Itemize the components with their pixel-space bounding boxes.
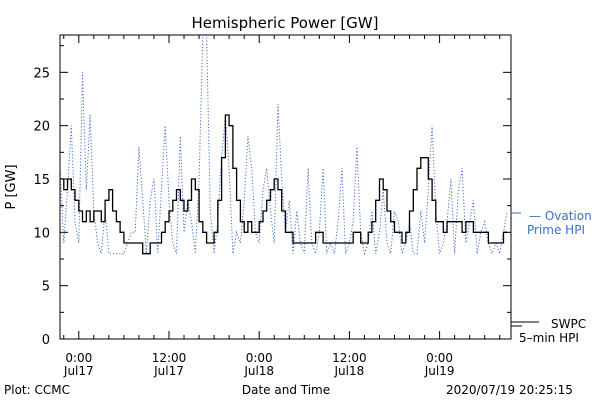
x-tick-label-date: Jul19 [424,364,455,378]
x-tick-label-time: 12:00 [332,351,367,365]
ovation-legend-label-1: — Ovation [529,209,592,223]
y-tick-label: 25 [33,66,50,81]
x-axis-label: Date and Time [242,383,330,397]
x-tick-label-time: 0:00 [246,351,273,365]
x-tick-label-date: Jul18 [334,364,365,378]
y-tick-label: 15 [33,173,50,188]
x-tick-label-date: Jul18 [243,364,274,378]
x-tick-label-date: Jul17 [63,364,94,378]
x-tick-label-time: 12:00 [152,351,187,365]
x-tick-label-time: 0:00 [65,351,92,365]
plot-frame [59,34,512,340]
plot-source: Plot: CCMC [4,383,70,397]
series-layer [59,34,508,256]
x-tick-label-time: 0:00 [426,351,453,365]
ovation-legend-label-2: Prime HPI [527,223,585,237]
ovation-series-line [59,34,508,256]
swpc-series-line [60,114,508,255]
y-tick-label: 5 [42,280,50,295]
swpc-legend-label-1: SWPC [551,317,586,331]
x-tick-label-date: Jul17 [153,364,184,378]
y-axis: 0 5 10 15 20 25 [33,45,511,348]
y-tick-label: 10 [33,226,50,241]
chart-title: Hemispheric Power [GW] [192,14,379,32]
x-axis: 0:00Jul1712:00Jul170:00Jul1812:00Jul180:… [63,35,501,378]
y-axis-label: P [GW] [4,164,19,209]
y-tick-label: 0 [42,333,50,348]
plot-timestamp: 2020/07/19 20:25:15 [446,383,573,397]
swpc-legend-label-2: 5–min HPI [519,331,579,345]
y-tick-label: 20 [33,120,50,135]
